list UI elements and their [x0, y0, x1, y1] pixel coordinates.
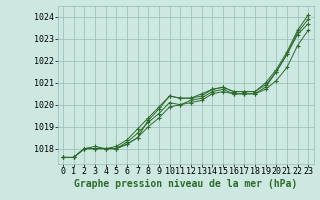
X-axis label: Graphe pression niveau de la mer (hPa): Graphe pression niveau de la mer (hPa)	[74, 179, 297, 189]
